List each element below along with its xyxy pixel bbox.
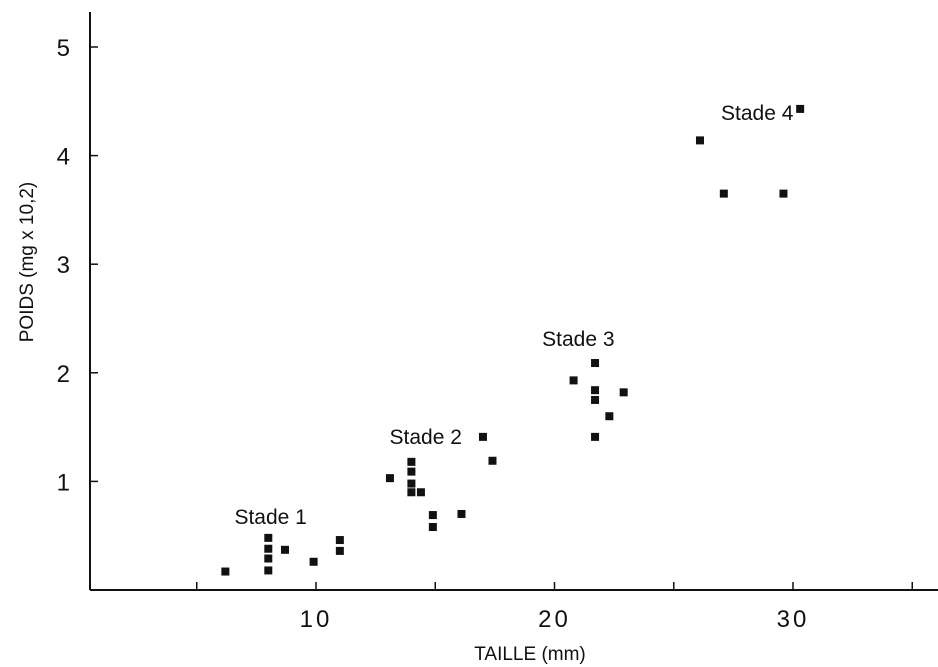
stage-label: Stade 2 [390, 426, 462, 449]
x-tick-label: 30 [777, 606, 810, 633]
stage-label: Stade 1 [234, 506, 306, 529]
data-point [264, 554, 273, 563]
data-point [407, 467, 416, 476]
data-point [407, 457, 416, 466]
stage-label: Stade 3 [542, 328, 614, 351]
ticks [90, 46, 913, 590]
y-tick-label: 4 [57, 144, 70, 171]
data-point [407, 488, 416, 497]
x-tick-label: 10 [300, 606, 333, 633]
data-point [416, 488, 425, 497]
y-tick-label: 5 [57, 35, 70, 62]
y-axis-title: POIDS (mg x 10,2) [17, 182, 38, 343]
data-point [385, 474, 394, 483]
data-point [264, 566, 273, 575]
data-point [488, 456, 497, 465]
data-point [335, 536, 344, 545]
data-point [779, 189, 788, 198]
data-point [695, 136, 704, 145]
data-point [796, 104, 805, 113]
data-point [407, 479, 416, 488]
data-point [309, 557, 318, 566]
data-point [569, 376, 578, 385]
data-point [591, 432, 600, 441]
stage-label: Stade 4 [721, 102, 794, 125]
data-point [619, 388, 628, 397]
data-point [478, 432, 487, 441]
data-point [280, 545, 289, 554]
data-point [457, 509, 466, 518]
data-point [264, 544, 273, 553]
data-point [719, 189, 728, 198]
y-tick-label: 2 [57, 361, 70, 388]
y-tick-label: 3 [57, 252, 70, 279]
data-point [335, 546, 344, 555]
data-point [591, 395, 600, 404]
data-point [221, 567, 230, 576]
stage-annotations: Stade 1 Stade 2 Stade 3 Stade 4 [234, 102, 793, 529]
data-points [221, 104, 805, 576]
data-point [428, 511, 437, 520]
data-point [264, 533, 273, 542]
axes [89, 12, 938, 591]
tick-labels: 10 20 30 1 2 3 4 5 [57, 35, 810, 633]
data-point [591, 386, 600, 395]
x-axis-title: TAILLE (mm) [474, 644, 586, 665]
y-tick-label: 1 [57, 469, 70, 496]
x-tick-label: 20 [538, 606, 571, 633]
data-point [428, 523, 437, 532]
data-point [605, 412, 614, 421]
data-point [591, 359, 600, 368]
